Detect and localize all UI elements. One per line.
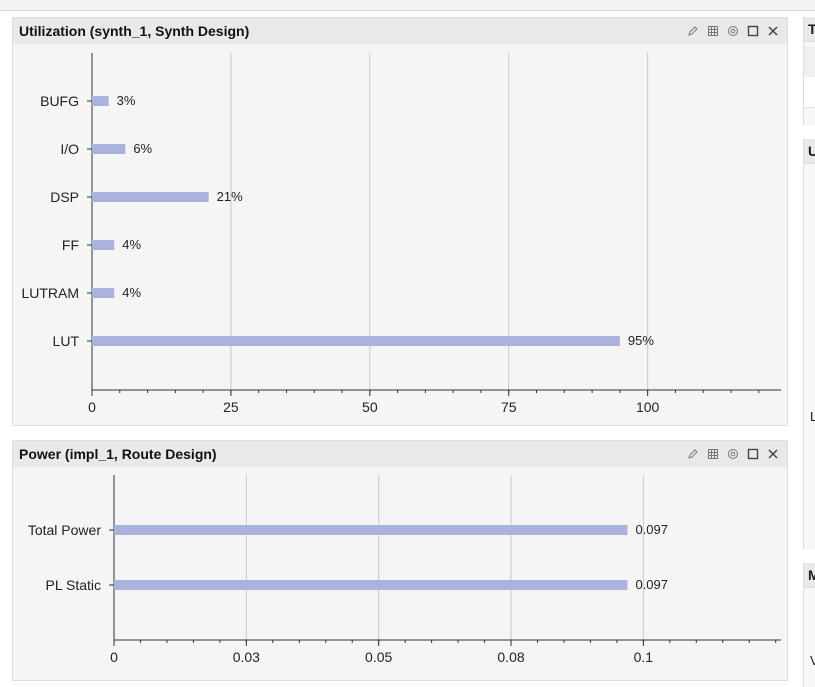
utilization-category-label: LUT bbox=[53, 333, 80, 349]
right-panel-strip-top: T bbox=[803, 17, 815, 125]
right-panel-row bbox=[804, 77, 815, 108]
utilization-chart: 0 25 50 75 100 BUFG 3% I/O 6% DSP 21% FF 4% LUTRAM 4% L… bbox=[21, 53, 781, 415]
utilization-bar bbox=[92, 288, 115, 298]
utilization-panel-header: Utilization (synth_1, Synth Design) bbox=[13, 18, 787, 45]
utilization-value-label: 4% bbox=[122, 285, 141, 300]
power-panel: Power (impl_1, Route Design) 0 0.03 0.05 0.… bbox=[12, 440, 788, 681]
right-panel-title-fragment: T bbox=[808, 21, 815, 37]
utilization-tick-label: 0 bbox=[88, 399, 96, 415]
power-panel-title: Power (impl_1, Route Design) bbox=[19, 446, 217, 462]
utilization-tick-label: 75 bbox=[501, 399, 517, 415]
grid-icon[interactable] bbox=[705, 23, 721, 39]
power-bar bbox=[114, 525, 628, 535]
utilization-tick-label: 25 bbox=[223, 399, 239, 415]
utilization-category-label: I/O bbox=[60, 141, 79, 157]
close-icon[interactable] bbox=[765, 446, 781, 462]
utilization-tick-label: 50 bbox=[362, 399, 378, 415]
utilization-bar bbox=[92, 192, 209, 202]
power-chart: 0 0.03 0.05 0.08 0.1 Total Power 0.097 PL Stati… bbox=[28, 475, 781, 665]
power-value-label: 0.097 bbox=[635, 577, 668, 592]
utilization-panel: Utilization (synth_1, Synth Design) 0 25 5… bbox=[12, 17, 788, 426]
power-tick-label: 0.05 bbox=[365, 649, 392, 665]
utilization-value-label: 6% bbox=[133, 141, 152, 156]
power-category-label: Total Power bbox=[28, 522, 101, 538]
power-chart-area: 0 0.03 0.05 0.08 0.1 Total Power 0.097 PL Stati… bbox=[13, 467, 787, 680]
right-panel-label-fragment: L bbox=[810, 409, 815, 424]
utilization-chart-area: 0 25 50 75 100 BUFG 3% I/O 6% DSP 21% FF 4% LUTRAM 4% L… bbox=[13, 44, 787, 425]
utilization-bar bbox=[92, 144, 126, 154]
power-tick-label: 0.03 bbox=[233, 649, 260, 665]
power-tick-label: 0 bbox=[110, 649, 118, 665]
grid-icon[interactable] bbox=[705, 446, 721, 462]
close-icon[interactable] bbox=[765, 23, 781, 39]
edit-icon[interactable] bbox=[685, 23, 701, 39]
utilization-category-label: DSP bbox=[50, 189, 79, 205]
utilization-category-label: BUFG bbox=[40, 93, 79, 109]
utilization-panel-title: Utilization (synth_1, Synth Design) bbox=[19, 23, 250, 39]
power-tick-label: 0.1 bbox=[634, 649, 654, 665]
utilization-bar bbox=[92, 96, 109, 106]
top-toolbar-strip bbox=[0, 0, 815, 11]
maximize-icon[interactable] bbox=[745, 23, 761, 39]
right-panel-row bbox=[804, 47, 815, 78]
right-panel-strip-middle: U L bbox=[803, 139, 815, 549]
right-panel-header[interactable]: M bbox=[804, 563, 815, 588]
power-category-label: PL Static bbox=[45, 577, 101, 593]
power-bar bbox=[114, 580, 628, 590]
utilization-value-label: 3% bbox=[117, 93, 136, 108]
utilization-tick-label: 100 bbox=[636, 399, 660, 415]
utilization-panel-tools bbox=[685, 22, 781, 40]
settings-icon[interactable] bbox=[725, 446, 741, 462]
utilization-category-label: LUTRAM bbox=[21, 285, 79, 301]
utilization-value-label: 4% bbox=[122, 237, 141, 252]
right-panel-label-fragment: V bbox=[810, 653, 815, 668]
utilization-bar bbox=[92, 240, 115, 250]
settings-icon[interactable] bbox=[725, 23, 741, 39]
power-panel-tools bbox=[685, 445, 781, 463]
right-panel-strip-bottom: M V bbox=[803, 563, 815, 687]
utilization-value-label: 21% bbox=[217, 189, 243, 204]
power-value-label: 0.097 bbox=[635, 522, 668, 537]
utilization-value-label: 95% bbox=[628, 333, 654, 348]
right-panel-title-fragment: M bbox=[808, 567, 815, 583]
edit-icon[interactable] bbox=[685, 446, 701, 462]
maximize-icon[interactable] bbox=[745, 446, 761, 462]
utilization-bar bbox=[92, 336, 620, 346]
right-panel-header[interactable]: U bbox=[804, 139, 815, 164]
power-tick-label: 0.08 bbox=[497, 649, 524, 665]
right-panel-title-fragment: U bbox=[808, 143, 815, 159]
power-panel-header: Power (impl_1, Route Design) bbox=[13, 441, 787, 468]
right-panel-header[interactable]: T bbox=[804, 17, 815, 42]
utilization-category-label: FF bbox=[62, 237, 79, 253]
